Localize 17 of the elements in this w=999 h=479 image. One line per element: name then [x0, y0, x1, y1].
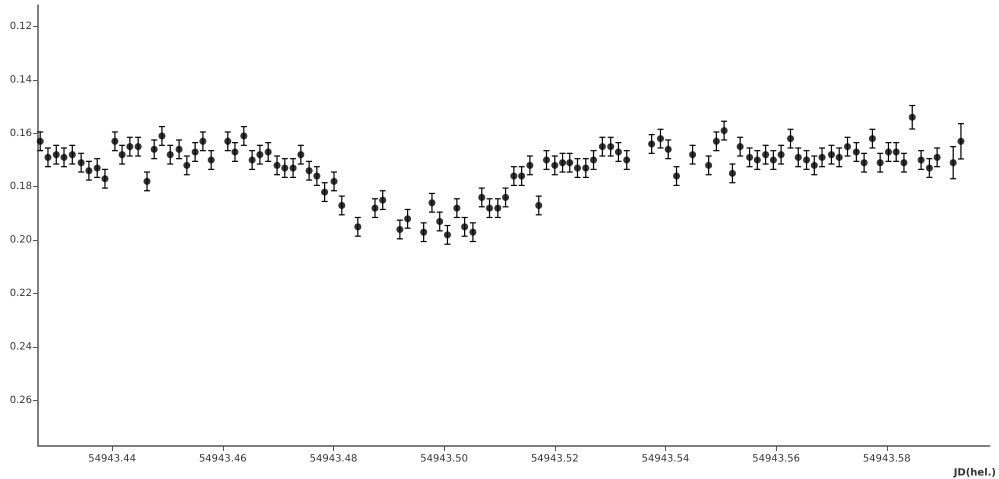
x-tick-label: 54943.48	[310, 454, 358, 464]
x-tick-label: 54943.44	[88, 454, 136, 464]
x-tick-label: 54943.52	[530, 454, 579, 464]
y-tick-label: 0.22	[10, 288, 32, 300]
y-tick-label: 0.18	[10, 181, 32, 192]
x-tick-label: 54943.58	[862, 454, 911, 464]
x-tick-label: 54943.56	[752, 454, 800, 464]
y-tick-label: 0.16	[10, 128, 32, 139]
x-tick-label: 54943.54	[642, 454, 690, 464]
y-tick-label: 0.14	[10, 74, 32, 86]
y-tick-label: 0.12	[10, 20, 32, 32]
y-tick-label: 0.26	[10, 395, 32, 406]
x-tick-label: 54943.50	[420, 454, 468, 464]
x-axis-title: JD(hel.)	[952, 468, 996, 478]
y-tick-label: 0.24	[10, 342, 32, 353]
x-tick-label: 54943.46	[198, 454, 247, 464]
y-tick-label: 0.20	[10, 234, 32, 246]
